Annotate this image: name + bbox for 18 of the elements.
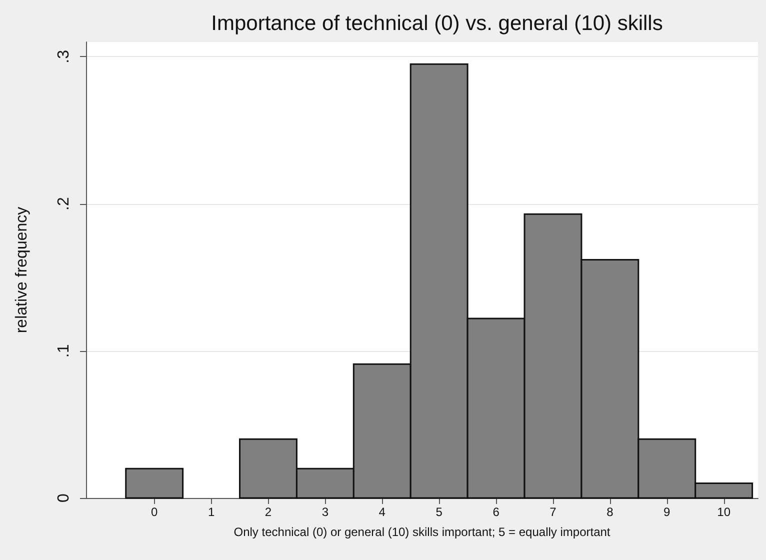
x-tick-label: 8 — [606, 505, 614, 519]
y-tick-label: .1 — [56, 344, 72, 358]
x-tick-label: 0 — [150, 505, 158, 519]
x-tick-label: 2 — [264, 505, 272, 519]
x-tick-label: 10 — [717, 505, 731, 519]
y-axis-title: relative frequency — [14, 206, 30, 334]
y-tick-label: 0 — [56, 493, 72, 502]
x-tick-label: 7 — [550, 505, 557, 519]
x-tick-label: 6 — [492, 505, 500, 519]
x-tick-label: 1 — [208, 505, 215, 519]
y-tick-label: .2 — [56, 197, 72, 210]
y-tick-label: .3 — [56, 50, 72, 64]
chart-title: Importance of technical (0) vs. general (10) skills — [211, 12, 663, 35]
x-tick-label: 3 — [322, 505, 329, 519]
x-tick-label: 4 — [378, 505, 386, 519]
x-tick-label: 9 — [664, 505, 671, 519]
x-axis-title: Only technical (0) or general (10) skills important; 5 = equally important — [234, 525, 611, 539]
x-tick-label: 5 — [436, 505, 443, 519]
